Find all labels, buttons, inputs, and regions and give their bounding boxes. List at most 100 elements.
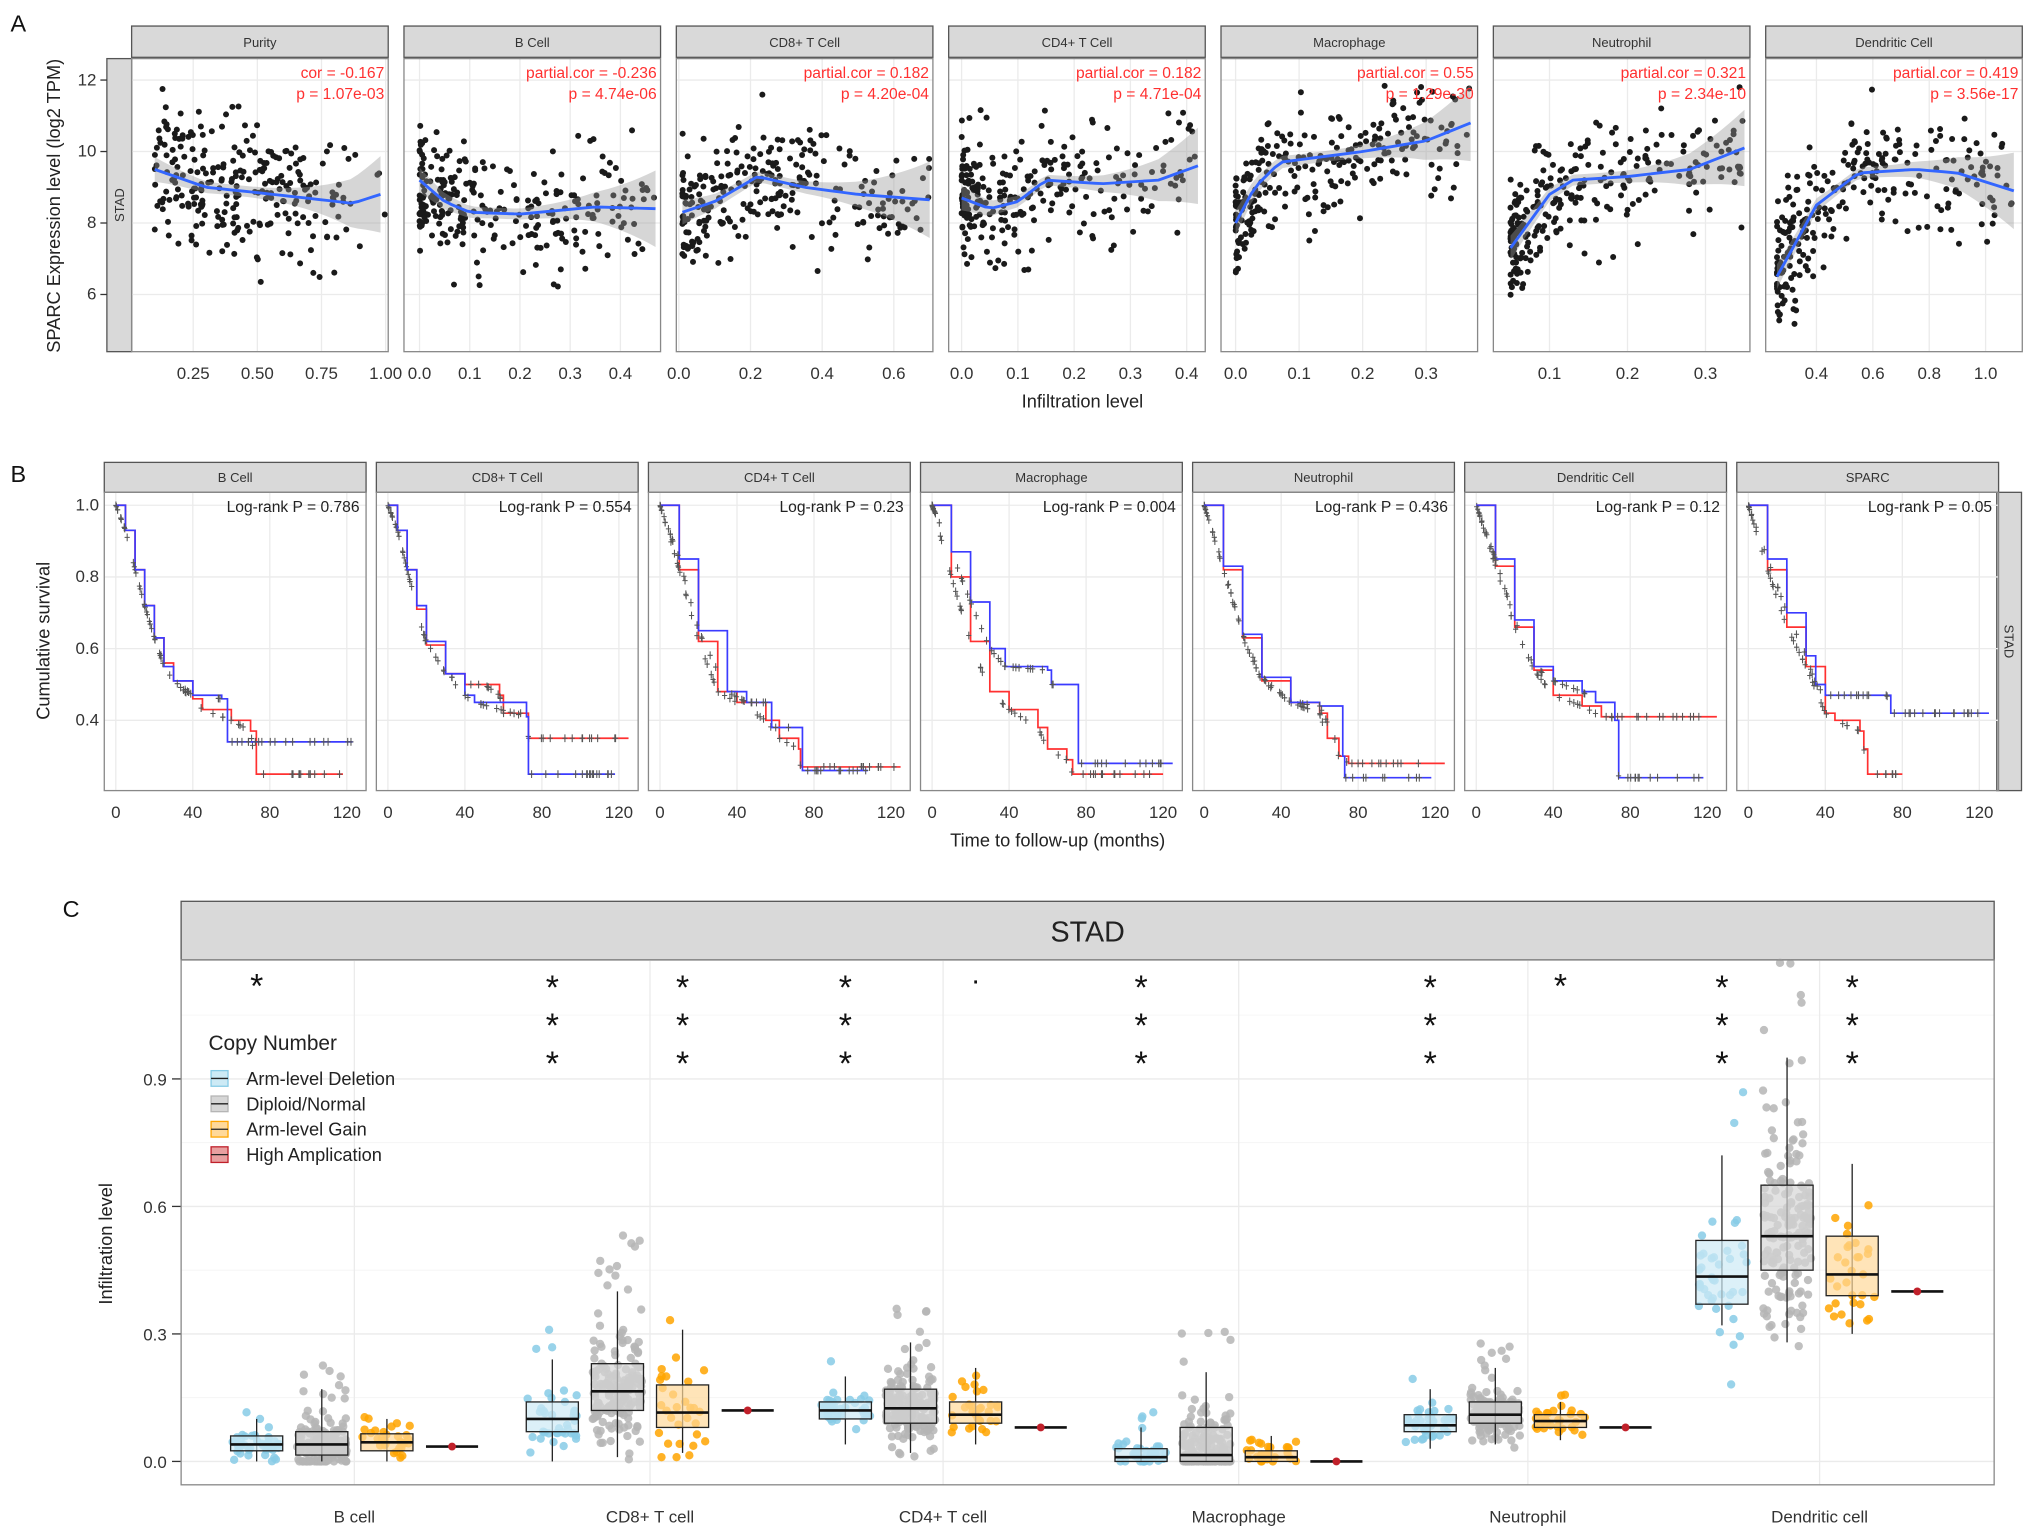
data-point xyxy=(1839,199,1846,206)
data-point xyxy=(1276,184,1283,191)
data-point xyxy=(1912,151,1919,158)
data-point xyxy=(1562,175,1569,182)
log-rank-label: Log-rank P = 0.436 xyxy=(1315,499,1448,516)
data-point xyxy=(528,214,535,221)
data-point xyxy=(964,146,971,153)
data-point xyxy=(1989,220,1996,227)
data-point xyxy=(1301,132,1308,139)
data-point xyxy=(679,186,686,193)
data-point xyxy=(193,241,200,248)
data-point xyxy=(1643,156,1650,162)
data-point xyxy=(152,181,159,188)
jitter-point xyxy=(1764,1287,1773,1296)
data-point xyxy=(1805,255,1812,262)
facet-frame xyxy=(1191,491,1456,792)
data-point xyxy=(680,215,687,222)
data-point xyxy=(1011,231,1018,238)
data-point xyxy=(421,214,428,221)
censor-mark xyxy=(1567,697,1573,706)
censor-mark xyxy=(722,691,728,700)
data-point xyxy=(1836,203,1843,210)
censor-mark xyxy=(495,690,501,699)
jitter-point xyxy=(1788,1136,1797,1145)
censor-mark xyxy=(113,502,120,511)
data-point xyxy=(812,150,819,157)
significance-label: *** xyxy=(664,969,702,1083)
log-rank-label: Log-rank P = 0.786 xyxy=(227,499,360,516)
jitter-point xyxy=(633,1422,642,1432)
data-point xyxy=(1517,181,1524,188)
survival-curve-blue xyxy=(1476,504,1704,779)
data-point xyxy=(433,129,440,136)
data-point xyxy=(1668,132,1675,139)
data-point xyxy=(752,165,759,172)
data-point xyxy=(343,226,350,233)
x-tick-label: 0 xyxy=(1199,803,1208,822)
data-point xyxy=(1567,141,1574,148)
jitter-point xyxy=(1567,1406,1576,1415)
data-point xyxy=(1174,229,1181,236)
censor-mark xyxy=(1841,691,1847,700)
censor-mark xyxy=(1696,712,1702,721)
data-point xyxy=(210,165,217,172)
censor-mark xyxy=(395,528,401,537)
data-point xyxy=(432,213,439,220)
censor-mark xyxy=(875,763,881,771)
data-point xyxy=(1538,181,1545,188)
data-point xyxy=(187,129,194,136)
data-point xyxy=(690,239,697,246)
x-tick-label: 120 xyxy=(1149,803,1177,822)
data-point xyxy=(1530,204,1537,211)
jitter-point xyxy=(1291,1437,1301,1446)
jitter-point xyxy=(887,1443,897,1452)
data-point xyxy=(1913,1287,1922,1296)
censor-mark xyxy=(1383,759,1389,768)
censor-mark xyxy=(1013,663,1019,672)
data-point xyxy=(629,195,636,202)
data-point xyxy=(999,179,1006,186)
data-point xyxy=(1414,89,1421,96)
data-point xyxy=(866,200,873,207)
correlation-label: partial.cor = 0.182 xyxy=(804,65,929,82)
data-point xyxy=(177,110,184,117)
data-point xyxy=(1080,220,1087,227)
data-point xyxy=(1774,254,1780,261)
jitter-point xyxy=(630,1242,640,1251)
data-point xyxy=(1828,208,1835,215)
x-tick-label: 0.1 xyxy=(1538,364,1562,383)
legend-entry: Arm-level Deletion xyxy=(246,1068,395,1089)
data-point xyxy=(291,200,298,207)
data-point xyxy=(175,240,182,247)
data-point xyxy=(768,144,775,151)
censor-mark xyxy=(1775,583,1781,592)
jitter-point xyxy=(1190,1395,1199,1404)
censor-mark xyxy=(130,558,136,567)
data-point xyxy=(769,160,776,167)
y-tick-label: 6 xyxy=(87,285,96,304)
data-point xyxy=(173,194,180,201)
data-point xyxy=(680,241,687,248)
censor-mark xyxy=(1253,664,1259,672)
censor-mark xyxy=(1363,773,1369,782)
data-point xyxy=(1011,226,1018,233)
data-point xyxy=(335,213,342,220)
log-rank-label: Log-rank P = 0.004 xyxy=(1043,499,1176,516)
data-point xyxy=(1295,165,1302,171)
x-tick-label: 0.0 xyxy=(1224,364,1248,383)
data-point xyxy=(238,174,245,181)
data-point xyxy=(1794,173,1801,180)
panel-a-ylabel: SPARC Expression level (log2 TPM) xyxy=(43,59,64,353)
data-point xyxy=(558,171,565,178)
jitter-point xyxy=(1196,1417,1206,1426)
censor-mark xyxy=(321,770,327,779)
censor-mark xyxy=(228,716,234,725)
data-point xyxy=(474,216,481,223)
x-tick-label: 40 xyxy=(1272,803,1291,822)
data-point xyxy=(1883,134,1890,141)
data-point xyxy=(734,169,741,176)
data-point xyxy=(1151,185,1158,192)
data-point xyxy=(1002,186,1009,193)
data-point xyxy=(1153,145,1160,152)
x-tick-label: 0.2 xyxy=(1616,364,1640,383)
